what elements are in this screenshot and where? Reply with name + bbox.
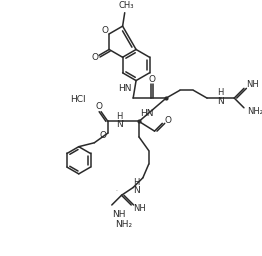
Text: N: N — [116, 120, 123, 129]
Text: O: O — [165, 116, 172, 125]
Text: H: H — [116, 112, 123, 121]
Text: NH: NH — [246, 80, 259, 89]
Text: HN: HN — [118, 84, 131, 93]
Text: N: N — [133, 186, 139, 195]
Text: H: H — [133, 178, 139, 187]
Text: HCl: HCl — [70, 94, 86, 103]
Text: CH₃: CH₃ — [118, 2, 134, 10]
Text: O: O — [100, 132, 107, 141]
Text: N: N — [217, 98, 224, 106]
Text: O: O — [91, 53, 98, 62]
Text: IH: IH — [116, 190, 117, 191]
Text: O: O — [148, 75, 155, 84]
Text: HN: HN — [140, 109, 154, 118]
Text: NH: NH — [134, 204, 146, 214]
Text: O: O — [102, 26, 109, 35]
Text: O: O — [96, 102, 103, 111]
Text: NH: NH — [112, 210, 125, 219]
Text: NH₂: NH₂ — [115, 220, 132, 229]
Text: NH₂: NH₂ — [247, 107, 262, 116]
Text: H: H — [217, 88, 224, 97]
